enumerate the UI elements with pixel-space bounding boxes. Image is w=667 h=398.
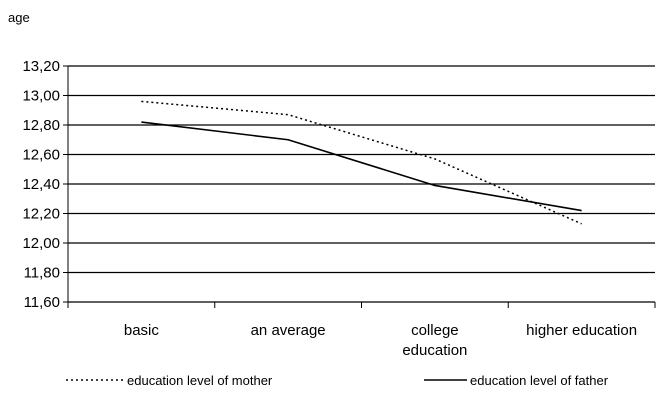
y-tick-label: 12,20	[22, 206, 60, 223]
y-tick-label: 13,20	[22, 58, 60, 75]
x-tick-label: higher education	[526, 322, 637, 339]
y-axis-label: age	[8, 10, 30, 25]
x-tick-label: college education	[402, 322, 467, 359]
axes	[67, 66, 656, 308]
y-tick-labels: 11,60 11,80 12,00 12,20 12,40 12,60 12,80 13,00…	[22, 58, 68, 311]
legend-label-mother: education level of mother	[127, 373, 273, 388]
x-tick-label: an average	[251, 322, 326, 339]
y-tick-label: 12,80	[22, 117, 60, 134]
y-tick-label: 11,60	[24, 294, 60, 311]
x-tick-label: basic	[124, 322, 160, 339]
series-line-mother	[141, 100, 582, 225]
y-tick-label: 11,80	[24, 265, 60, 282]
series-lines	[141, 100, 582, 225]
legend: education level of mother education leve…	[66, 373, 609, 388]
y-tick-label: 12,60	[22, 147, 60, 164]
legend-label-father: education level of father	[470, 373, 609, 388]
series-line-father	[141, 121, 582, 212]
y-tick-label: 12,40	[22, 176, 60, 193]
y-tick-label: 12,00	[22, 235, 60, 252]
x-tick-labels: basic an average college education higher ed…	[124, 322, 637, 359]
y-tick-label: 13,00	[22, 88, 60, 105]
gridlines	[68, 65, 655, 274]
